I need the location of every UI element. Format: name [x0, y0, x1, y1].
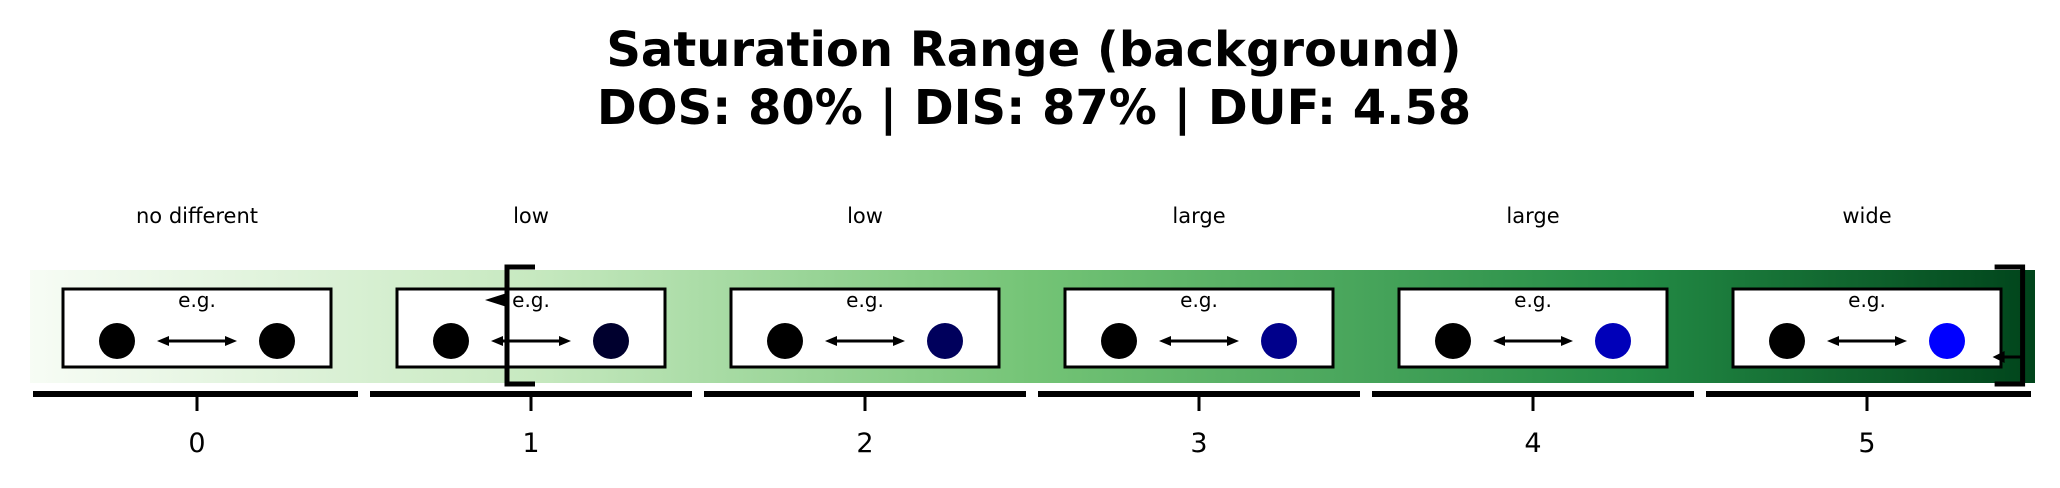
- chart-title-line1: Saturation Range (background): [606, 22, 1461, 78]
- tick-label-1: 1: [522, 428, 539, 459]
- range-bracket-left-arrow: [485, 293, 507, 307]
- example-arrow-head-right-5: [1895, 336, 1907, 346]
- example-arrow-head-left-4: [1493, 336, 1505, 346]
- chart-title-line2: DOS: 80% | DIS: 87% | DUF: 4.58: [597, 80, 1471, 136]
- example-left-dot-0: [99, 323, 135, 359]
- level-description-3: large: [1172, 204, 1225, 228]
- example-arrow-head-right-0: [225, 336, 237, 346]
- example-arrow-head-left-3: [1159, 336, 1171, 346]
- example-left-dot-2: [767, 323, 803, 359]
- example-arrow-head-right-1: [559, 336, 571, 346]
- level-description-1: low: [513, 204, 549, 228]
- example-arrow-head-left-0: [157, 336, 169, 346]
- example-left-dot-1: [433, 323, 469, 359]
- example-arrow-head-left-1: [491, 336, 503, 346]
- example-arrow-head-left-2: [825, 336, 837, 346]
- example-left-dot-5: [1769, 323, 1805, 359]
- levels-layer: 0 no different e.g. 1 low e.g. 2 low e.g. 3 large e…: [33, 204, 2031, 459]
- range-bracket-left: [504, 264, 535, 387]
- range-bracket: [485, 264, 2026, 387]
- tick-label-2: 2: [856, 428, 873, 459]
- example-right-dot-0: [259, 323, 295, 359]
- example-label-0: e.g.: [178, 288, 216, 312]
- example-right-dot-2: [927, 323, 963, 359]
- level-description-4: large: [1506, 204, 1559, 228]
- range-bracket-right-arrow: [1992, 351, 2005, 363]
- gradient-bar: [30, 270, 2035, 383]
- level-description-2: low: [847, 204, 883, 228]
- range-bracket-right: [1994, 264, 2026, 387]
- tick-label-3: 3: [1190, 428, 1207, 459]
- example-arrow-head-left-5: [1827, 336, 1839, 346]
- example-right-dot-5: [1929, 323, 1965, 359]
- example-right-dot-4: [1595, 323, 1631, 359]
- example-arrow-head-right-2: [893, 336, 905, 346]
- example-right-dot-3: [1261, 323, 1297, 359]
- example-right-dot-1: [593, 323, 629, 359]
- level-description-0: no different: [136, 204, 258, 228]
- example-arrow-head-right-3: [1227, 336, 1239, 346]
- example-label-2: e.g.: [846, 288, 884, 312]
- example-left-dot-4: [1435, 323, 1471, 359]
- example-label-4: e.g.: [1514, 288, 1552, 312]
- tick-label-0: 0: [188, 428, 205, 459]
- tick-label-5: 5: [1858, 428, 1875, 459]
- example-label-5: e.g.: [1848, 288, 1886, 312]
- example-label-3: e.g.: [1180, 288, 1218, 312]
- example-left-dot-3: [1101, 323, 1137, 359]
- example-label-1: e.g.: [512, 288, 550, 312]
- level-description-5: wide: [1842, 204, 1891, 228]
- tick-label-4: 4: [1524, 428, 1541, 459]
- example-arrow-head-right-4: [1561, 336, 1573, 346]
